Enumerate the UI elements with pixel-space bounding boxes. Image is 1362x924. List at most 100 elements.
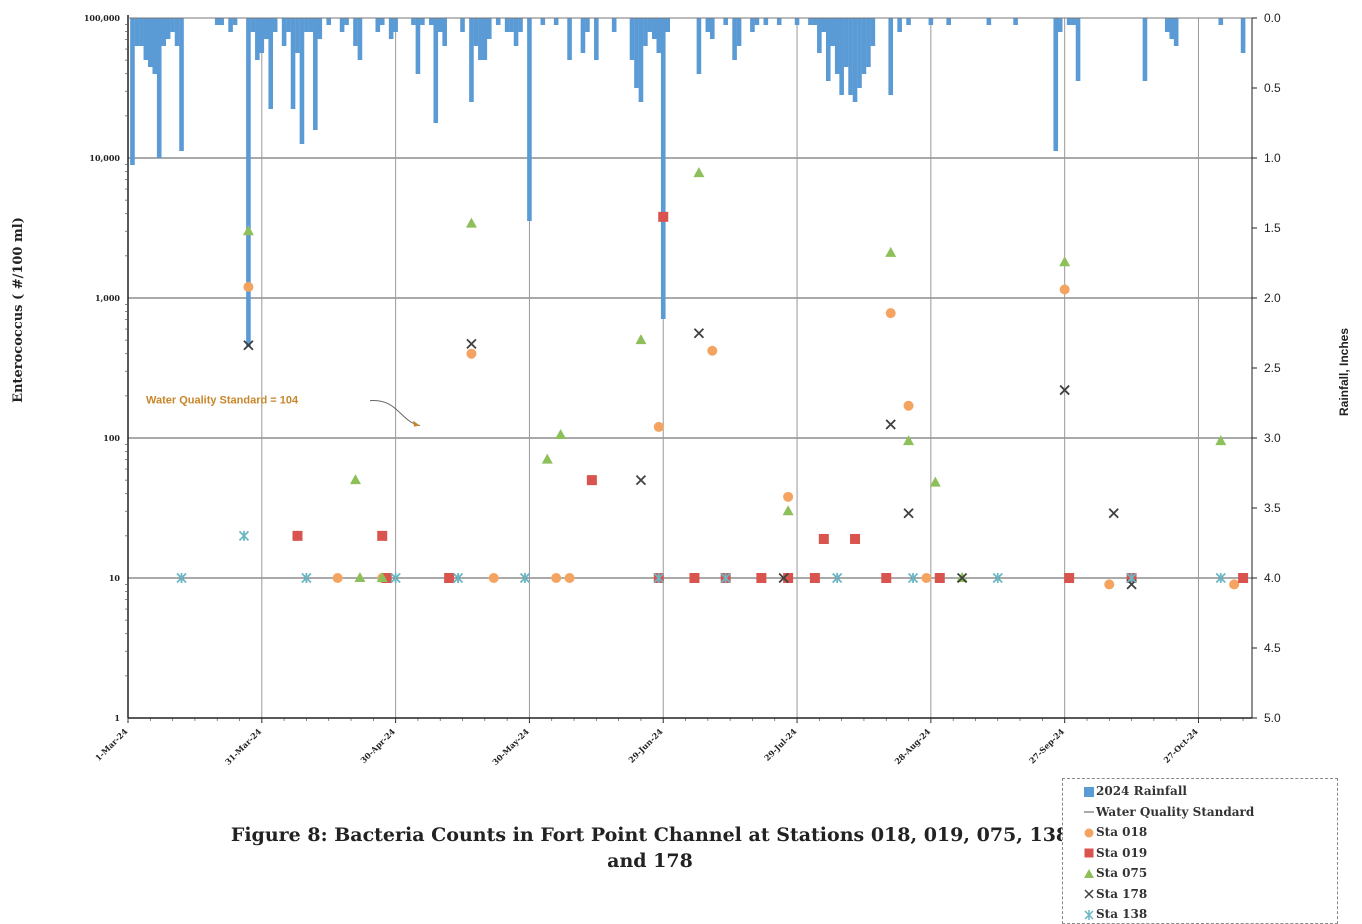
- rainfall-bar: [1164, 18, 1170, 32]
- rainfall-bar: [629, 18, 635, 60]
- sta-019-point: [377, 530, 388, 541]
- rainfall-bar: [812, 18, 818, 25]
- rainfall-bar: [139, 18, 144, 46]
- x-tick-label: 27-Oct-24: [1161, 726, 1200, 765]
- rainfall-bar: [411, 18, 416, 25]
- rainfall-bar: [437, 18, 443, 32]
- rainfall-bar: [723, 18, 728, 25]
- figure-caption: Figure 8: Bacteria Counts in Fort Point …: [230, 822, 1070, 874]
- legend-marker-icon: [1083, 783, 1094, 799]
- sta-018-point: [466, 348, 477, 359]
- rainfall-bar: [866, 18, 871, 67]
- x-tick-label: 29-Jul-24: [762, 726, 799, 763]
- sta-138-point: [176, 572, 187, 584]
- rainfall-bar: [553, 18, 559, 25]
- rainfall-bar: [339, 18, 345, 32]
- sta-178-point: [693, 328, 705, 339]
- rainfall-bar: [263, 18, 269, 39]
- x-tick-label: 28-Aug-24: [892, 726, 932, 766]
- rainfall-bars: [130, 18, 1246, 347]
- sta-018-point: [921, 573, 932, 583]
- y-tick-label: 100,000: [84, 13, 121, 23]
- y2-tick-label: 1.0: [1264, 151, 1281, 165]
- rainfall-bar: [527, 18, 532, 221]
- sta-178-point: [956, 572, 968, 584]
- wqs-annotation-arrow: [369, 400, 421, 427]
- sta-178-point: [1108, 508, 1119, 519]
- rainfall-bar: [656, 18, 662, 53]
- rainfall-bar: [928, 18, 934, 25]
- rainfall-bar: [754, 18, 760, 25]
- sta-019-point: [292, 530, 303, 541]
- x-tick-label: 1-Mar-24: [93, 726, 130, 763]
- sta-138-point: [238, 530, 250, 541]
- rainfall-bar: [594, 18, 599, 60]
- x-tick-label: 29-Jun-24: [626, 726, 665, 765]
- legend-marker-icon: [1083, 865, 1094, 881]
- rainfall-bar: [473, 18, 479, 46]
- rainfall-bar: [179, 18, 184, 151]
- legend-item: Sta 075: [1083, 865, 1147, 881]
- sta-075-point: [782, 505, 794, 516]
- rainfall-bar: [825, 18, 831, 81]
- sta-138-point: [832, 572, 843, 584]
- y-tick-label: 100: [103, 433, 120, 443]
- rainfall-bar: [696, 18, 702, 74]
- y2-tick-label: 2.5: [1264, 361, 1281, 375]
- caption-line-1: Figure 8: Bacteria Counts in Fort Point …: [230, 824, 1070, 846]
- rainfall-bar: [652, 18, 657, 39]
- sta-138-point: [301, 572, 312, 584]
- y2-tick-label: 0.0: [1264, 11, 1281, 25]
- rainfall-bar: [214, 18, 220, 25]
- rainfall-bar: [834, 18, 840, 74]
- sta-019-point: [658, 211, 669, 222]
- x-tick-label: 27-Sep-24: [1027, 726, 1066, 765]
- rainfall-bar: [308, 18, 314, 32]
- rainfall-bar: [1173, 18, 1179, 46]
- sta-019-point: [818, 533, 829, 544]
- rainfall-bar: [304, 18, 309, 32]
- sta-178-point: [885, 419, 896, 430]
- rainfall-bar: [611, 18, 617, 32]
- rainfall-bar: [295, 18, 300, 53]
- sta-138-point: [390, 572, 401, 584]
- rainfall-bar: [861, 18, 867, 74]
- rainfall-bar: [134, 18, 140, 46]
- rainfall-bar: [897, 18, 902, 32]
- rainfall-bar: [857, 18, 862, 88]
- rainfall-bar: [567, 18, 572, 60]
- sta-018-point: [1229, 579, 1240, 590]
- rainfall-bar: [415, 18, 421, 74]
- sta-075-point: [693, 167, 705, 178]
- rainfall-bar: [232, 18, 238, 25]
- rainfall-bar: [647, 18, 653, 32]
- rainfall-bar: [585, 18, 590, 32]
- rainfall-bar: [794, 18, 800, 25]
- rainfall-bar: [290, 18, 296, 109]
- y2-axis-title: Rainfall, Inches: [1337, 328, 1351, 416]
- y2-tick-label: 4.0: [1264, 571, 1281, 585]
- sta-019-point: [586, 475, 597, 486]
- legend-label: Sta 178: [1096, 886, 1148, 901]
- sta-019-point: [934, 573, 945, 583]
- sta-019-point: [850, 533, 861, 544]
- sta-138-point: [992, 572, 1003, 584]
- legend-label: Sta 018: [1096, 825, 1148, 839]
- sta-075-point: [1215, 435, 1227, 446]
- rainfall-bar: [272, 18, 278, 32]
- legend-marker-icon: [1083, 906, 1094, 922]
- rainfall-bar: [705, 18, 711, 32]
- sta-018-point: [1059, 284, 1070, 295]
- rainfall-bar: [660, 18, 666, 319]
- rainfall-bar: [946, 18, 951, 25]
- rainfall-bar: [1169, 18, 1175, 39]
- rainfall-bar: [286, 18, 291, 32]
- sta-138-point: [1215, 572, 1226, 584]
- rainfall-bar: [268, 18, 274, 109]
- rainfall-bar: [375, 18, 381, 32]
- rainfall-bar: [170, 18, 175, 32]
- rainfall-bar: [317, 18, 323, 39]
- wqs-annotation: Water Quality Standard = 104: [146, 395, 299, 407]
- data-markers: [176, 167, 1249, 590]
- y2-tick-label: 3.0: [1264, 431, 1281, 445]
